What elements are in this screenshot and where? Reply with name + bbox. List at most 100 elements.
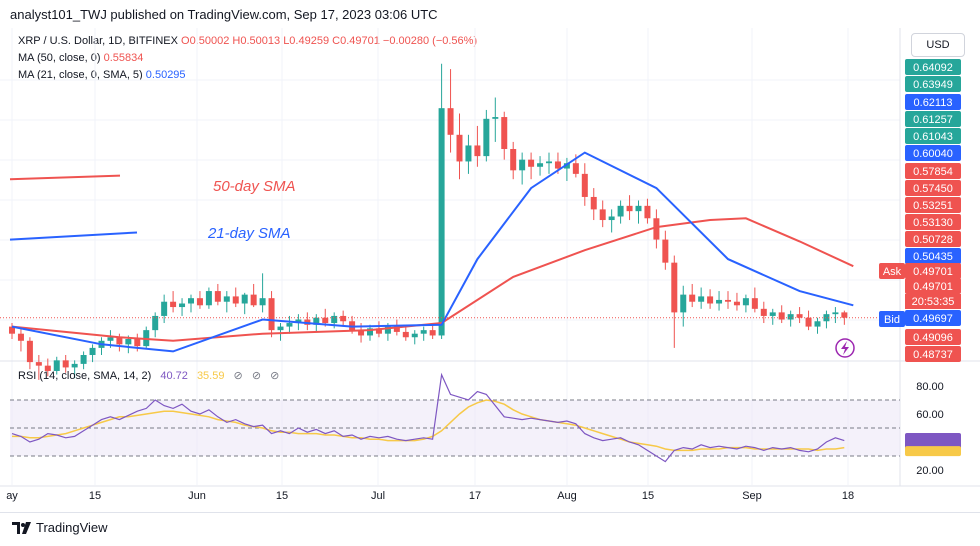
candle-body bbox=[313, 317, 320, 325]
candle bbox=[35, 355, 42, 380]
candle bbox=[304, 312, 311, 331]
candle bbox=[599, 200, 606, 228]
candle bbox=[805, 310, 812, 331]
candle-body bbox=[134, 339, 141, 347]
change-value: −0.00280 (−0.56%) bbox=[382, 35, 478, 47]
candle-body bbox=[483, 118, 490, 157]
candle-body bbox=[44, 365, 51, 371]
bid-tag-bg bbox=[879, 311, 905, 327]
price-axis[interactable]: 0.64092 0.63949 0.62113 0.61257 0.61043 0.600… bbox=[879, 59, 961, 362]
rsi-pane bbox=[10, 372, 900, 463]
candle-body bbox=[742, 298, 749, 306]
price-chart[interactable]: 50-day SMA 21-day SMA 0.64092 0.63949 0.62… bbox=[0, 0, 980, 512]
candle bbox=[483, 109, 490, 162]
price-label-text: 0.57854 bbox=[913, 166, 953, 178]
price-label-bg bbox=[905, 329, 961, 345]
candle bbox=[402, 326, 409, 341]
rsi-label: RSI (14, close, SMA, 14, 2) bbox=[18, 370, 152, 382]
price-label-text: 0.61257 bbox=[913, 114, 953, 126]
ma50-value: 0.55834 bbox=[103, 52, 144, 64]
ma50-line bbox=[11, 217, 854, 342]
ma50-legend[interactable]: MA (50, close, 0) 0.55834 bbox=[18, 52, 143, 64]
candle bbox=[841, 310, 848, 325]
price-label-text: 0.50728 bbox=[913, 234, 953, 246]
rsi-line bbox=[11, 372, 845, 463]
candle bbox=[232, 287, 239, 308]
candle bbox=[671, 255, 678, 348]
time-label: ay bbox=[6, 490, 18, 502]
price-label-text: 0.61043 bbox=[913, 131, 953, 143]
time-axis[interactable]: ay 15 Jun 15 Jul 17 Aug 15 Sep 18 bbox=[6, 490, 854, 502]
price-label-bg bbox=[905, 197, 961, 213]
time-label: 17 bbox=[469, 490, 481, 502]
candle-body bbox=[125, 339, 132, 345]
price-label: 0.60040 bbox=[905, 145, 961, 161]
ma21-line bbox=[11, 151, 854, 353]
candle bbox=[223, 291, 230, 313]
price-label: 0.50728 bbox=[905, 231, 961, 247]
candle bbox=[537, 156, 544, 176]
tradingview-logo[interactable]: TradingView bbox=[12, 520, 108, 535]
symbol-label[interactable]: XRP / U.S. Dollar, 1D, BITFINEX bbox=[18, 35, 178, 47]
candle-body bbox=[787, 314, 794, 320]
price-label-text: 0.50435 bbox=[913, 251, 953, 263]
price-label-text: 0.63949 bbox=[913, 79, 953, 91]
currency-button[interactable]: USD bbox=[911, 33, 965, 57]
bid-tag-text: Bid bbox=[884, 314, 900, 326]
rsi-value-tags bbox=[905, 432, 961, 457]
price-label-bg bbox=[905, 163, 961, 179]
ma21-legend[interactable]: MA (21, close, 0, SMA, 5) 0.50295 bbox=[18, 69, 186, 81]
low-value: L0.49259 bbox=[283, 35, 330, 47]
price-label: 0.57450 bbox=[905, 180, 961, 196]
candle-body bbox=[796, 314, 803, 318]
price-label-bg bbox=[905, 94, 961, 110]
candle-body bbox=[644, 205, 651, 219]
candle-body bbox=[474, 145, 481, 157]
candle bbox=[89, 344, 96, 363]
time-label: Aug bbox=[557, 490, 577, 502]
candle-body bbox=[599, 209, 606, 221]
price-label-bg bbox=[905, 346, 961, 362]
price-label-text: 0.49701 bbox=[913, 266, 953, 278]
rsi-sma-tag bbox=[905, 446, 961, 457]
rsi-legend[interactable]: RSI (14, close, SMA, 14, 2) 40.72 35.59 … bbox=[18, 369, 279, 382]
candle-body bbox=[9, 326, 15, 334]
candle-body bbox=[393, 326, 400, 332]
price-label: 0.61257 bbox=[905, 111, 961, 127]
ma50-label: MA (50, close, 0) bbox=[18, 52, 101, 64]
rsi-sma-value: 35.59 bbox=[196, 370, 225, 382]
candle-body bbox=[716, 299, 723, 304]
candle-body bbox=[170, 301, 177, 308]
candle-body bbox=[179, 303, 186, 308]
rsi-tick: 20.00 bbox=[916, 465, 944, 477]
lightning-icon[interactable] bbox=[835, 338, 855, 358]
price-label-bg bbox=[905, 278, 961, 294]
candle bbox=[707, 289, 714, 309]
brand-name: TradingView bbox=[36, 520, 108, 535]
more-icon[interactable]: ⊘ bbox=[270, 370, 280, 382]
price-label-bg bbox=[905, 145, 961, 161]
candle-body bbox=[322, 317, 329, 324]
price-label-bg bbox=[905, 180, 961, 196]
time-label: Jul bbox=[371, 490, 385, 502]
candle-body bbox=[331, 315, 338, 324]
ask-tag: Ask bbox=[879, 263, 905, 279]
candle-body bbox=[384, 326, 391, 334]
price-label-text: 0.57450 bbox=[913, 183, 953, 195]
time-label: 15 bbox=[89, 490, 101, 502]
candle bbox=[617, 200, 624, 224]
candle bbox=[581, 163, 588, 206]
candle-body bbox=[707, 296, 714, 304]
candle bbox=[456, 113, 463, 180]
candle-body bbox=[814, 321, 821, 327]
hide-icon[interactable]: ⊘ bbox=[251, 370, 262, 382]
candle-body bbox=[411, 333, 418, 338]
price-label: 0.62113 bbox=[905, 94, 961, 110]
settings-icon[interactable]: ⊘ bbox=[233, 370, 243, 382]
price-label-text: 0.49697 bbox=[913, 313, 953, 325]
candle-body bbox=[590, 196, 597, 210]
candle bbox=[823, 310, 830, 329]
rsi-sma-line bbox=[12, 399, 845, 452]
candle bbox=[563, 157, 570, 181]
